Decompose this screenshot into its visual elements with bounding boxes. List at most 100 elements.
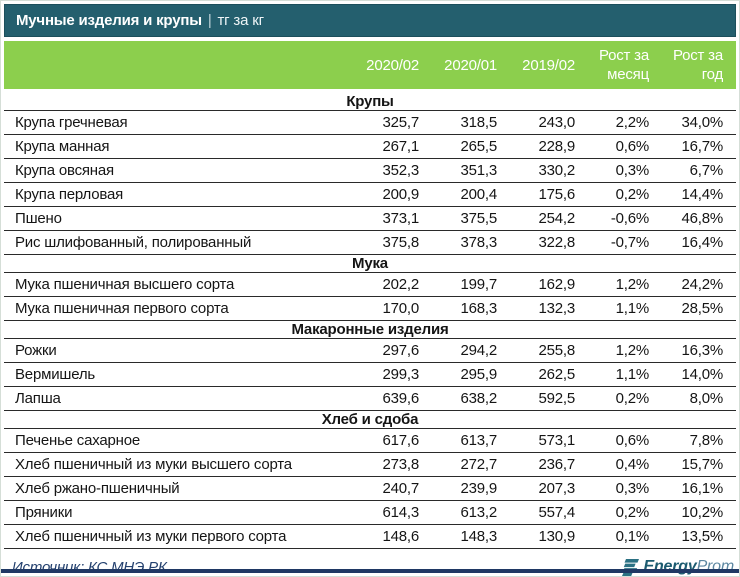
table-row: Пряники 614,3 613,2 557,4 0,2% 10,2%	[4, 500, 736, 525]
bottom-accent-line	[1, 569, 739, 573]
title-unit: тг за кг	[217, 12, 265, 29]
table-row: Печенье сахарное 617,6 613,7 573,1 0,6% 7,8%	[4, 428, 736, 453]
value-cell: 8,0%	[649, 386, 736, 411]
value-cell: 170,0	[341, 296, 419, 321]
value-cell: 294,2	[419, 338, 497, 363]
value-cell: 202,2	[341, 272, 419, 297]
value-cell: 614,3	[341, 500, 419, 525]
value-cell: 34,0%	[649, 110, 736, 135]
value-cell: 325,7	[341, 110, 419, 135]
value-cell: 239,9	[419, 476, 497, 501]
value-cell: 240,7	[341, 476, 419, 501]
product-name-cell: Рис шлифованный, полированный	[4, 230, 341, 255]
product-name-cell: Мука пшеничная первого сорта	[4, 296, 341, 321]
product-name-cell: Пшено	[4, 206, 341, 231]
value-cell: 1,1%	[575, 296, 649, 321]
value-cell: 24,2%	[649, 272, 736, 297]
title-bar: Мучные изделия и крупы | тг за кг	[4, 4, 736, 37]
value-cell: -0,7%	[575, 230, 649, 255]
value-cell: 330,2	[497, 158, 575, 183]
price-table: Крупы Крупа гречневая 325,7 318,5 243,0 2,2% 3…	[4, 93, 736, 549]
value-cell: 7,8%	[649, 428, 736, 453]
value-cell: 148,3	[419, 524, 497, 549]
table-row: Вермишель 299,3 295,9 262,5 1,1% 14,0%	[4, 362, 736, 387]
value-cell: 375,8	[341, 230, 419, 255]
value-cell: 295,9	[419, 362, 497, 387]
value-cell: 351,3	[419, 158, 497, 183]
section-row: Мука	[4, 254, 736, 273]
value-cell: 613,7	[419, 428, 497, 453]
product-name-cell: Хлеб ржано-пшеничный	[4, 476, 341, 501]
product-name-cell: Лапша	[4, 386, 341, 411]
value-cell: 378,3	[419, 230, 497, 255]
table-row: Хлеб пшеничный из муки первого сорта 148,…	[4, 524, 736, 549]
value-cell: 228,9	[497, 134, 575, 159]
value-cell: 1,1%	[575, 362, 649, 387]
product-name-cell: Хлеб пшеничный из муки первого сорта	[4, 524, 341, 549]
value-cell: 0,4%	[575, 452, 649, 477]
table-row: Мука пшеничная первого сорта 170,0 168,3 13…	[4, 296, 736, 321]
value-cell: 297,6	[341, 338, 419, 363]
column-header-2020-01: 2020/01	[444, 56, 497, 74]
value-cell: 255,8	[497, 338, 575, 363]
value-cell: 16,3%	[649, 338, 736, 363]
product-name-cell: Мука пшеничная высшего сорта	[4, 272, 341, 297]
section-row: Хлеб и сдоба	[4, 410, 736, 429]
section-title: Мука	[4, 254, 736, 273]
value-cell: 200,4	[419, 182, 497, 207]
column-header-month-growth: Рост за месяц	[598, 47, 649, 83]
value-cell: 0,2%	[575, 182, 649, 207]
value-cell: 613,2	[419, 500, 497, 525]
product-name-cell: Вермишель	[4, 362, 341, 387]
value-cell: 10,2%	[649, 500, 736, 525]
section-title: Макаронные изделия	[4, 320, 736, 339]
value-cell: 0,2%	[575, 386, 649, 411]
page-title: Мучные изделия и крупы	[16, 12, 202, 29]
product-name-cell: Крупа перловая	[4, 182, 341, 207]
product-name-cell: Крупа манная	[4, 134, 341, 159]
table-row: Крупа гречневая 325,7 318,5 243,0 2,2% 34,0%	[4, 110, 736, 135]
table-row: Хлеб пшеничный из муки высшего сорта 273,…	[4, 452, 736, 477]
product-name-cell: Хлеб пшеничный из муки высшего сорта	[4, 452, 341, 477]
value-cell: 200,9	[341, 182, 419, 207]
value-cell: 265,5	[419, 134, 497, 159]
value-cell: 162,9	[497, 272, 575, 297]
energyprom-wordmark: EnergyProm	[644, 558, 735, 576]
value-cell: 46,8%	[649, 206, 736, 231]
value-cell: 0,2%	[575, 500, 649, 525]
value-cell: 267,1	[341, 134, 419, 159]
value-cell: -0,6%	[575, 206, 649, 231]
value-cell: 207,3	[497, 476, 575, 501]
value-cell: 2,2%	[575, 110, 649, 135]
product-name-cell: Крупа гречневая	[4, 110, 341, 135]
value-cell: 352,3	[341, 158, 419, 183]
value-cell: 6,7%	[649, 158, 736, 183]
value-cell: 262,5	[497, 362, 575, 387]
value-cell: 28,5%	[649, 296, 736, 321]
value-cell: 236,7	[497, 452, 575, 477]
value-cell: 299,3	[341, 362, 419, 387]
value-cell: 0,3%	[575, 158, 649, 183]
value-cell: 148,6	[341, 524, 419, 549]
value-cell: 373,1	[341, 206, 419, 231]
value-cell: 573,1	[497, 428, 575, 453]
value-cell: 16,7%	[649, 134, 736, 159]
value-cell: 1,2%	[575, 338, 649, 363]
product-name-cell: Печенье сахарное	[4, 428, 341, 453]
value-cell: 130,9	[497, 524, 575, 549]
value-cell: 638,2	[419, 386, 497, 411]
value-cell: 13,5%	[649, 524, 736, 549]
table-row: Пшено 373,1 375,5 254,2 -0,6% 46,8%	[4, 206, 736, 231]
product-name-cell: Рожки	[4, 338, 341, 363]
value-cell: 0,3%	[575, 476, 649, 501]
section-row: Крупы	[4, 93, 736, 111]
value-cell: 0,6%	[575, 428, 649, 453]
value-cell: 254,2	[497, 206, 575, 231]
column-header-2020-02: 2020/02	[366, 56, 419, 74]
value-cell: 1,2%	[575, 272, 649, 297]
value-cell: 243,0	[497, 110, 575, 135]
value-cell: 322,8	[497, 230, 575, 255]
table-row: Крупа овсяная 352,3 351,3 330,2 0,3% 6,7%	[4, 158, 736, 183]
value-cell: 592,5	[497, 386, 575, 411]
table-row: Мука пшеничная высшего сорта 202,2 199,7 16…	[4, 272, 736, 297]
